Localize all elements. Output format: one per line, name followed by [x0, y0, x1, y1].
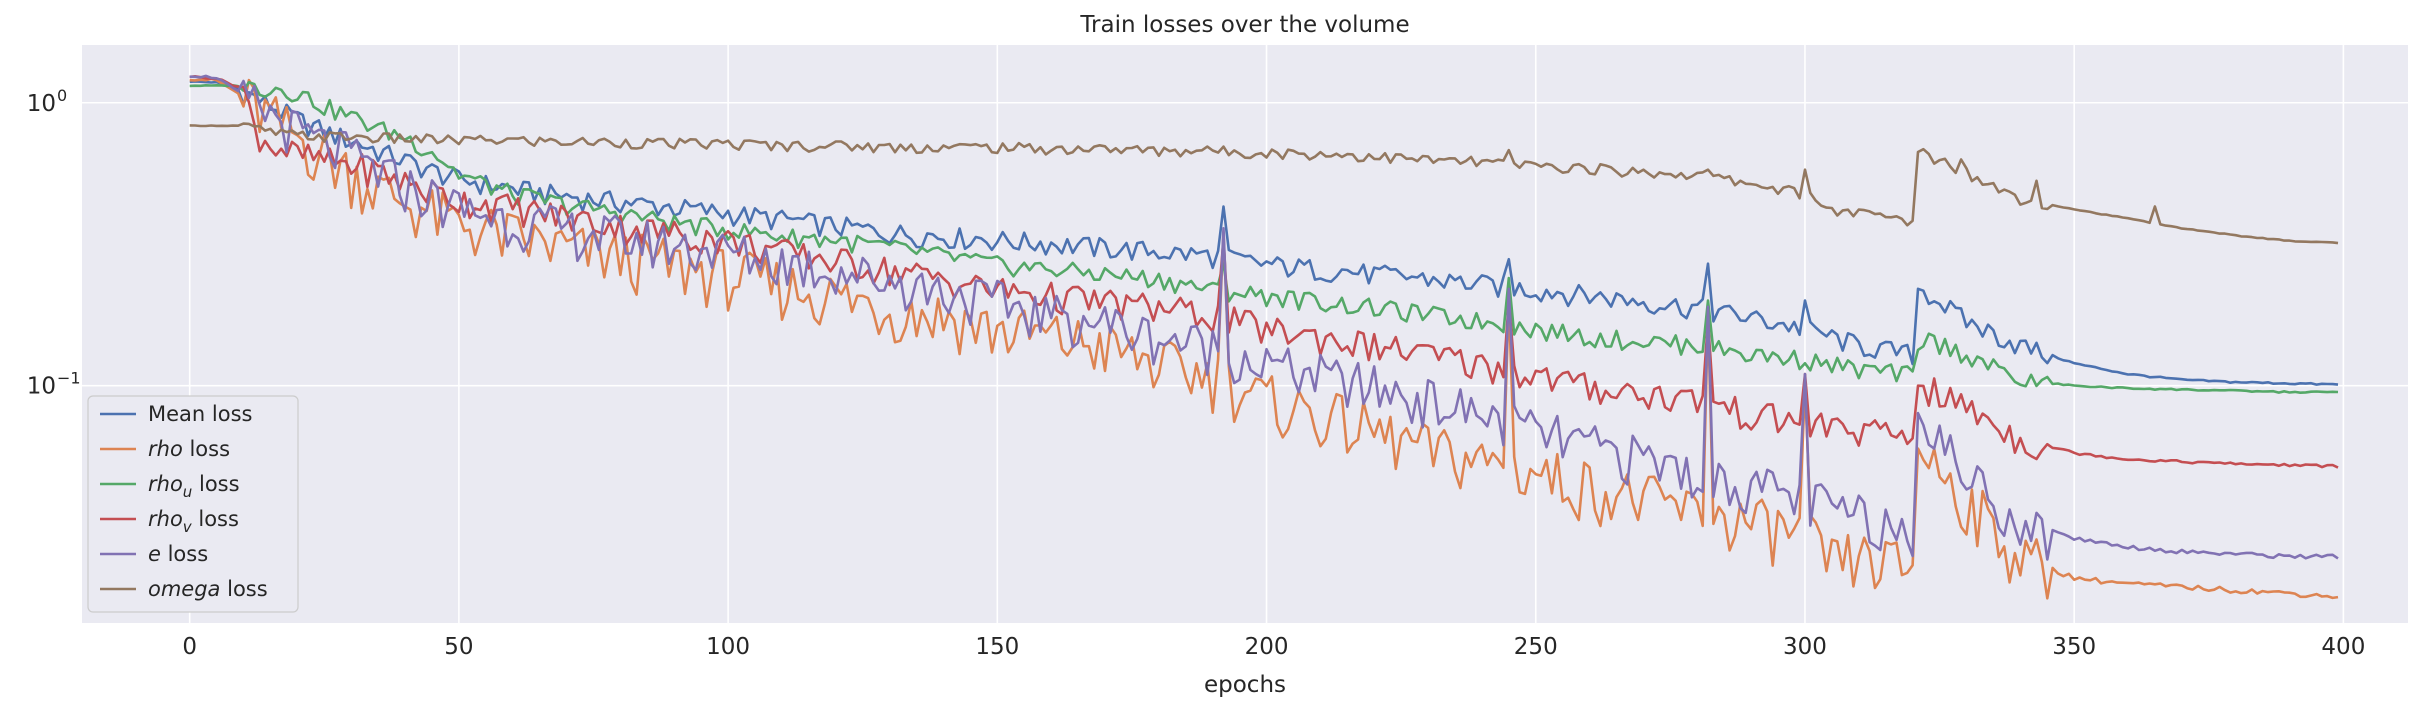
x-tick-labels: 0 50 100 150 200 250 300 350 400: [182, 634, 2365, 660]
series-line: [189, 122, 2339, 245]
x-tick-label: 300: [1783, 634, 1827, 660]
series-line: [189, 80, 2339, 386]
chart-title: Train losses over the volume: [1079, 12, 1409, 38]
x-tick-label: 350: [2052, 634, 2096, 660]
x-tick-label: 50: [444, 634, 473, 660]
x-tick-label: 0: [182, 634, 197, 660]
series-line: [189, 80, 2339, 394]
y-tick-exponent: 0: [57, 86, 67, 105]
x-tick-label: 200: [1245, 634, 1289, 660]
x-tick-label: 400: [2321, 634, 2365, 660]
x-tick-label: 100: [706, 634, 750, 660]
series-line: [189, 77, 2339, 600]
legend-label: Mean loss: [148, 402, 252, 426]
legend-label: rho loss: [148, 437, 230, 461]
x-tick-label: 150: [975, 634, 1019, 660]
legend-label: rhou loss: [148, 472, 240, 501]
legend: Mean loss rho loss rhou loss rhov loss e los…: [87, 395, 299, 613]
y-tick-label: 10: [27, 374, 56, 400]
legend-label: omega loss: [148, 577, 268, 601]
legend-label: e loss: [148, 542, 208, 566]
series-lines: [189, 74, 2339, 600]
plot-background: [82, 45, 2408, 623]
y-tick-exponent: −1: [57, 369, 81, 388]
x-tick-label: 250: [1514, 634, 1558, 660]
series-line: [189, 74, 2339, 561]
x-axis-label: epochs: [1204, 672, 1286, 698]
legend-box: [87, 395, 299, 613]
legend-label: rhov loss: [148, 507, 239, 536]
y-tick-label: 10: [27, 91, 56, 117]
